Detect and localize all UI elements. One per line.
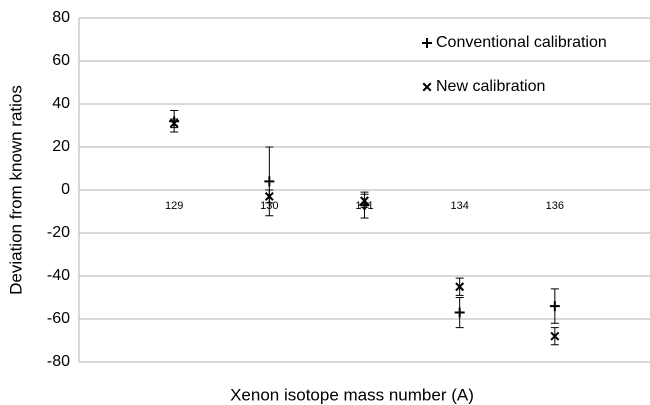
legend-label: New calibration <box>436 78 545 95</box>
legend-label: Conventional calibration <box>436 34 607 51</box>
data-point <box>454 307 465 318</box>
data-point <box>264 191 274 201</box>
y-tick-label: 20 <box>52 138 70 155</box>
data-point <box>550 331 560 341</box>
data-point <box>264 176 275 187</box>
y-tick-label: -20 <box>47 224 70 241</box>
y-tick-label: -60 <box>47 310 70 327</box>
y-tick-label: -40 <box>47 267 70 284</box>
y-axis-label: Deviation from known ratios <box>6 85 25 295</box>
y-tick-label: 80 <box>52 9 70 26</box>
y-tick-label: -80 <box>47 353 70 370</box>
x-tick-label: 134 <box>450 200 468 212</box>
data-point <box>455 282 465 292</box>
x-tick-label: 129 <box>165 200 183 212</box>
x-tick-label: 136 <box>546 200 564 212</box>
y-tick-label: 0 <box>61 181 70 198</box>
legend-marker <box>422 82 432 92</box>
data-point <box>549 301 560 312</box>
legend-marker <box>422 38 432 48</box>
y-tick-label: 40 <box>52 95 70 112</box>
data-point <box>169 118 179 128</box>
x-axis-label: Xenon isotope mass number (A) <box>230 385 474 404</box>
data-point <box>360 196 369 206</box>
y-tick-label: 60 <box>52 52 70 69</box>
